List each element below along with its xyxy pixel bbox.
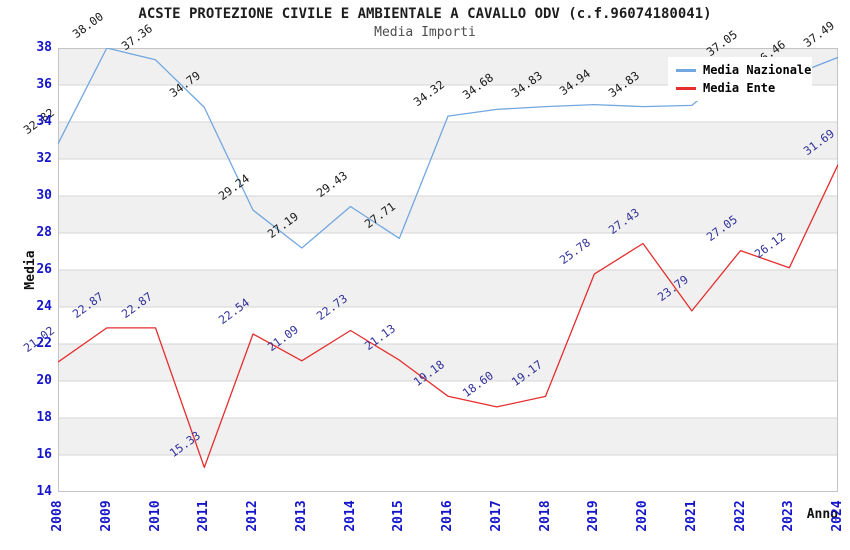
x-tick-label: 2022 [732,500,748,532]
grid-band [58,307,838,344]
y-tick-label: 18 [36,410,52,425]
x-tick-label: 2014 [342,500,358,532]
legend-item-media-nazionale: Media Nazionale [676,61,812,79]
x-tick-label: 2023 [781,500,797,532]
y-tick-label: 26 [36,262,52,277]
y-tick-label: 34 [36,114,52,129]
x-tick-label: 2016 [440,500,455,532]
media-nazionale-line-swatch [676,68,696,72]
grid-band [58,381,838,418]
y-tick-label: 24 [36,299,52,314]
x-tick-label: 2020 [635,500,650,532]
grid-band [58,344,838,381]
x-tick-label: 2008 [50,500,65,532]
x-tick-label: 2012 [245,500,260,532]
y-tick-label: 16 [36,447,52,462]
legend: Media Nazionale Media Ente [668,57,812,101]
chart-title: ACSTE PROTEZIONE CIVILE E AMBIENTALE A C… [138,6,712,22]
x-tick-label: 2013 [293,500,309,532]
x-tick-label: 2018 [537,500,553,532]
x-tick-label: 2019 [586,500,602,532]
grid-band [58,418,838,455]
x-tick-label: 2009 [98,500,114,532]
grid-band [58,196,838,233]
y-tick-label: 20 [36,373,52,388]
grid-band [58,455,838,492]
y-tick-label: 28 [36,225,52,240]
x-tick-label: 2017 [488,500,504,532]
x-tick-label: 2011 [196,500,212,532]
legend-label: Media Ente [703,81,776,95]
legend-label: Media Nazionale [703,63,812,77]
grid-band [58,122,838,159]
chart-subtitle: Media Importi [374,25,476,40]
y-tick-label: 36 [36,77,52,92]
x-axis-label: Anno [806,507,838,522]
grid-band [58,233,838,270]
series-line-media-ente [58,164,838,469]
y-tick-label: 22 [36,336,52,351]
x-tick-label: 2024 [830,500,845,532]
x-tick-label: 2010 [147,500,163,532]
y-tick-label: 14 [36,484,52,499]
x-tick-label: 2021 [683,500,699,532]
grid-band [58,159,838,196]
y-tick-label: 32 [36,151,52,166]
plot-border [58,48,838,492]
y-tick-label: 30 [36,188,52,203]
x-tick-label: 2015 [391,500,407,532]
grid-band [58,270,838,307]
legend-item-media-ente: Media Ente [676,79,812,97]
y-tick-label: 38 [36,40,52,55]
media-ente-line-swatch [676,86,696,90]
plot-area [58,48,838,492]
